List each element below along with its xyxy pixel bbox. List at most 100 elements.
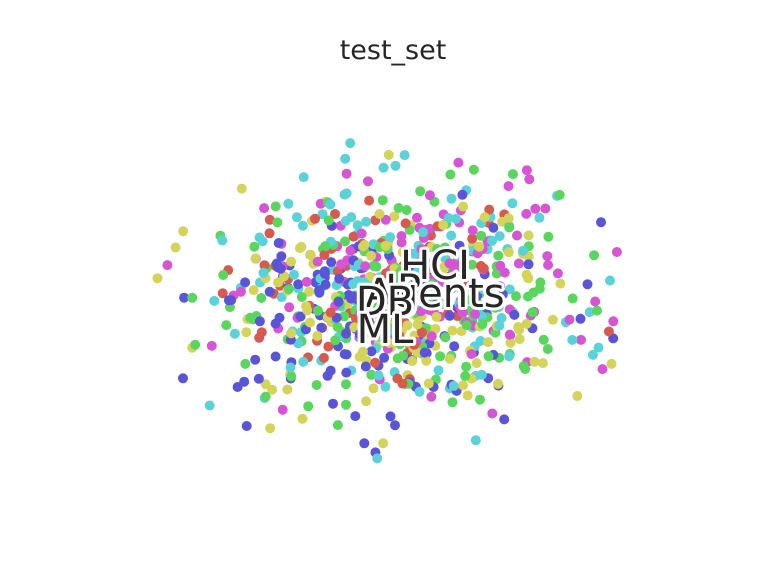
scatter-point xyxy=(378,162,389,173)
scatter-point xyxy=(455,302,466,313)
scatter-point xyxy=(593,342,604,353)
scatter-point xyxy=(339,311,350,322)
scatter-point xyxy=(236,183,247,194)
scatter-point xyxy=(249,241,260,252)
scatter-point xyxy=(235,286,246,297)
scatter-point xyxy=(229,328,240,339)
scatter-point xyxy=(366,369,377,380)
scatter-point xyxy=(542,344,553,354)
scatter-point xyxy=(529,356,540,367)
scatter-point xyxy=(403,257,414,268)
scatter-point xyxy=(330,209,340,219)
scatter-point xyxy=(375,313,386,324)
scatter-point xyxy=(453,157,464,168)
scatter-point xyxy=(592,305,602,316)
scatter-point xyxy=(286,328,297,339)
scatter-point xyxy=(241,421,252,431)
scatter-point xyxy=(275,263,286,274)
scatter-point xyxy=(345,138,356,149)
scatter-point xyxy=(368,260,379,271)
scatter-point xyxy=(433,365,444,376)
scatter-point xyxy=(187,292,198,303)
scatter-point xyxy=(456,284,467,295)
scatter-point xyxy=(270,201,281,212)
scatter-point xyxy=(317,209,328,220)
scatter-point xyxy=(257,236,268,247)
scatter-point xyxy=(494,320,505,331)
scatter-point xyxy=(448,381,459,391)
scatter-point xyxy=(576,334,586,345)
scatter-point xyxy=(209,295,220,306)
scatter-point xyxy=(507,169,518,180)
scatter-point xyxy=(241,327,252,338)
scatter-point xyxy=(458,201,469,212)
scatter-point xyxy=(272,217,283,228)
scatter-point xyxy=(303,401,314,412)
scatter-point xyxy=(226,295,237,306)
scatter-point xyxy=(475,336,486,346)
scatter-point xyxy=(440,242,450,253)
scatter-point xyxy=(493,250,504,261)
scatter-point xyxy=(254,316,265,327)
scatter-point xyxy=(397,247,408,258)
scatter-point xyxy=(567,334,578,345)
scatter-point xyxy=(397,378,408,389)
scatter-point xyxy=(521,165,532,176)
scatter-point xyxy=(513,258,524,269)
scatter-point xyxy=(253,373,264,384)
scatter-point xyxy=(430,323,441,334)
scatter-point xyxy=(496,313,507,323)
scatter-point xyxy=(497,289,508,300)
scatter-point xyxy=(476,230,487,241)
scatter-point xyxy=(415,306,426,317)
scatter-point xyxy=(276,292,287,303)
scatter-point xyxy=(530,203,541,214)
scatter-point xyxy=(286,256,297,267)
scatter-point xyxy=(411,267,422,278)
scatter-point xyxy=(282,384,293,395)
scatter-point xyxy=(250,253,261,264)
cluster-label-db: DB xyxy=(356,279,414,325)
scatter-point xyxy=(449,341,460,352)
scatter-point xyxy=(322,370,333,381)
scatter-point xyxy=(454,240,465,251)
scatter-point xyxy=(582,279,593,290)
scatter-point xyxy=(467,225,478,236)
scatter-point xyxy=(289,269,299,280)
scatter-point xyxy=(206,340,217,351)
scatter-point xyxy=(293,338,304,349)
scatter-point xyxy=(484,204,495,215)
scatter-point xyxy=(377,195,388,206)
scatter-point xyxy=(385,411,396,422)
scatter-point xyxy=(385,232,396,243)
scatter-point xyxy=(399,279,410,290)
scatter-point xyxy=(540,203,551,214)
scatter-point xyxy=(438,220,449,230)
scatter-point xyxy=(431,311,442,322)
scatter-point xyxy=(350,411,361,422)
scatter-point xyxy=(304,286,315,297)
scatter-point xyxy=(589,250,600,261)
scatter-point xyxy=(190,339,201,350)
scatter-point xyxy=(360,361,371,372)
scatter-point xyxy=(448,282,458,293)
scatter-point xyxy=(378,438,389,449)
scatter-point xyxy=(504,351,515,362)
scatter-point xyxy=(504,329,515,340)
scatter-point xyxy=(424,259,435,270)
scatter-point xyxy=(285,362,296,373)
scatter-point xyxy=(341,349,352,360)
scatter-point xyxy=(179,292,190,303)
scatter-point xyxy=(518,245,529,256)
scatter-point xyxy=(265,423,276,434)
scatter-point xyxy=(369,283,380,294)
scatter-point xyxy=(415,186,426,197)
scatter-point xyxy=(348,231,359,242)
scatter-point xyxy=(341,367,352,378)
scatter-point xyxy=(366,346,377,357)
scatter-point xyxy=(407,356,418,366)
scatter-point xyxy=(538,334,549,345)
scatter-point xyxy=(466,349,477,359)
